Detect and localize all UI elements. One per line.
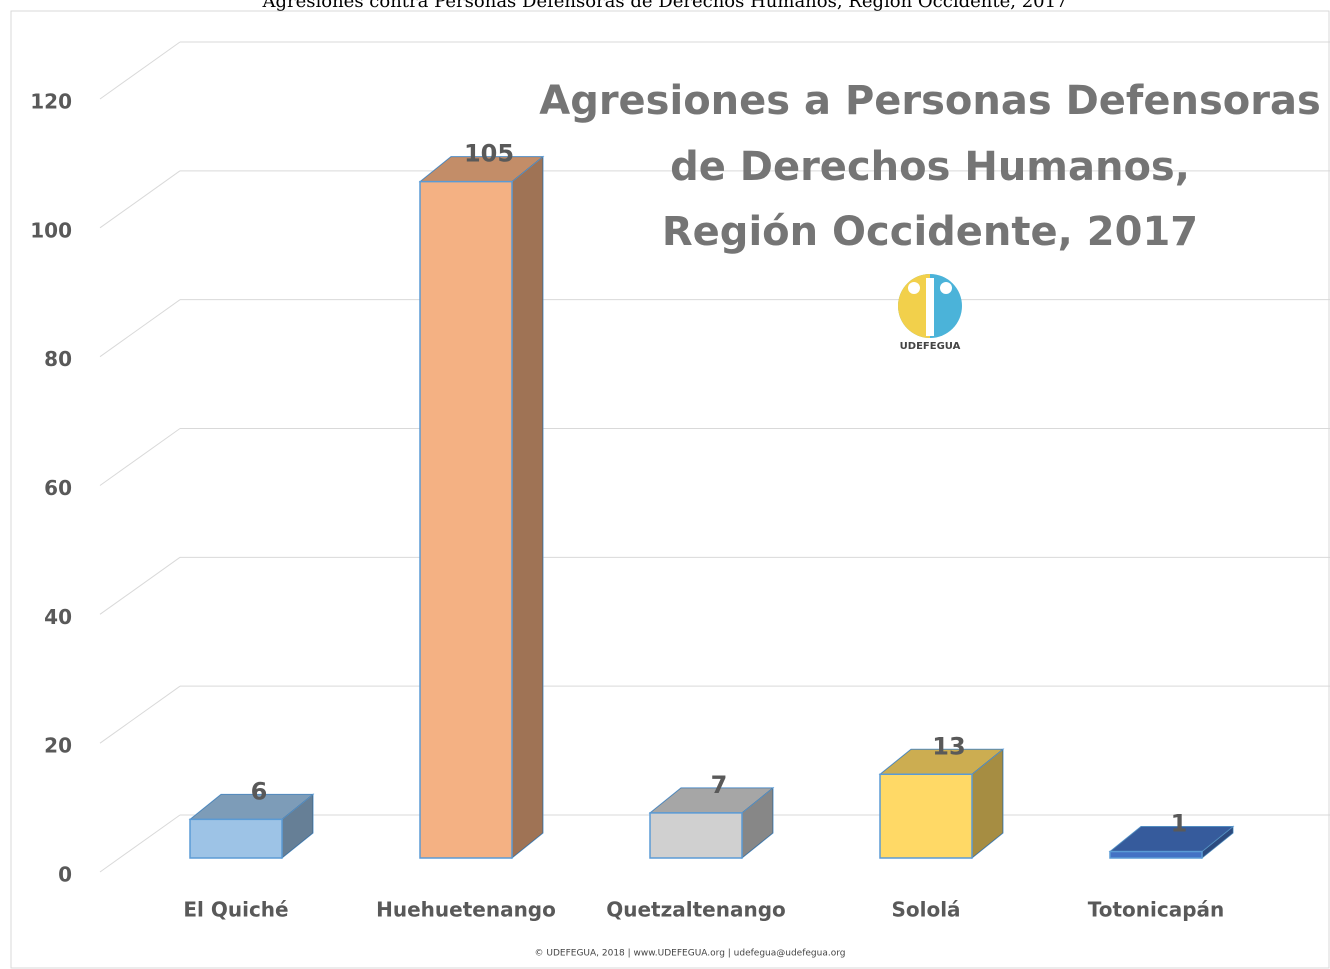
x-tick-label: El Quiché	[183, 898, 288, 922]
bar	[879, 773, 973, 859]
y-tick-label: 0	[58, 863, 72, 887]
x-tick-label: Quetzaltenango	[606, 898, 786, 922]
logo-half	[898, 274, 930, 338]
y-tick-label: 120	[30, 90, 72, 114]
bar-side-shade	[1202, 826, 1233, 858]
logo-head	[908, 282, 920, 294]
bar-side-shade	[742, 787, 773, 858]
logo: UDEFEGUA	[898, 274, 962, 352]
chart-title: de Derechos Humanos,	[670, 144, 1190, 190]
grid-line	[99, 299, 181, 358]
value-label: 7	[711, 771, 728, 799]
x-tick-label: Totonicapán	[1088, 898, 1225, 922]
grid-line	[99, 41, 181, 100]
bar-side-shade	[972, 749, 1003, 858]
y-tick-label: 100	[30, 218, 72, 242]
bar-top-shade	[650, 787, 773, 813]
chart-title: Región Occidente, 2017	[662, 209, 1198, 255]
y-tick-label: 20	[44, 734, 72, 758]
grid-line	[99, 428, 181, 486]
y-tick-label: 60	[44, 476, 72, 500]
grid-line	[99, 814, 181, 873]
logo-head	[940, 282, 952, 294]
x-tick-label: Huehuetenango	[376, 898, 556, 922]
grid-line	[99, 170, 181, 229]
footer: © UDEFEGUA, 2018 | www.UDEFEGUA.org | ud…	[535, 949, 846, 959]
bar	[649, 812, 743, 859]
caption: Agresiones contra Personas Defensoras de…	[261, 0, 1067, 12]
bar-side-shade	[512, 156, 543, 858]
y-tick-label: 40	[44, 605, 72, 629]
bar-top-shade	[880, 749, 1003, 775]
bar	[1109, 850, 1203, 859]
grid-line	[99, 556, 181, 615]
value-label: 1	[1171, 810, 1188, 838]
bar	[419, 180, 513, 859]
bar-side-shade	[282, 794, 313, 858]
chart-title: Agresiones a Personas Defensoras	[539, 78, 1321, 124]
logo-text: UDEFEGUA	[900, 341, 961, 352]
grid-line	[99, 685, 181, 744]
value-label: 6	[251, 777, 268, 805]
value-label: 13	[932, 732, 965, 760]
bar-top-shade	[420, 156, 543, 182]
bar	[189, 818, 283, 859]
y-tick-label: 80	[44, 347, 72, 371]
bar-top-shade	[190, 794, 313, 820]
bar-top-shade	[1110, 826, 1233, 852]
plot: 0 20 40 60 80 100 120 6 El Quiché 105 Huehuetenang…	[30, 41, 1330, 922]
logo-figure	[926, 278, 934, 336]
value-label: 105	[464, 140, 514, 168]
x-tick-label: Sololá	[891, 898, 960, 922]
